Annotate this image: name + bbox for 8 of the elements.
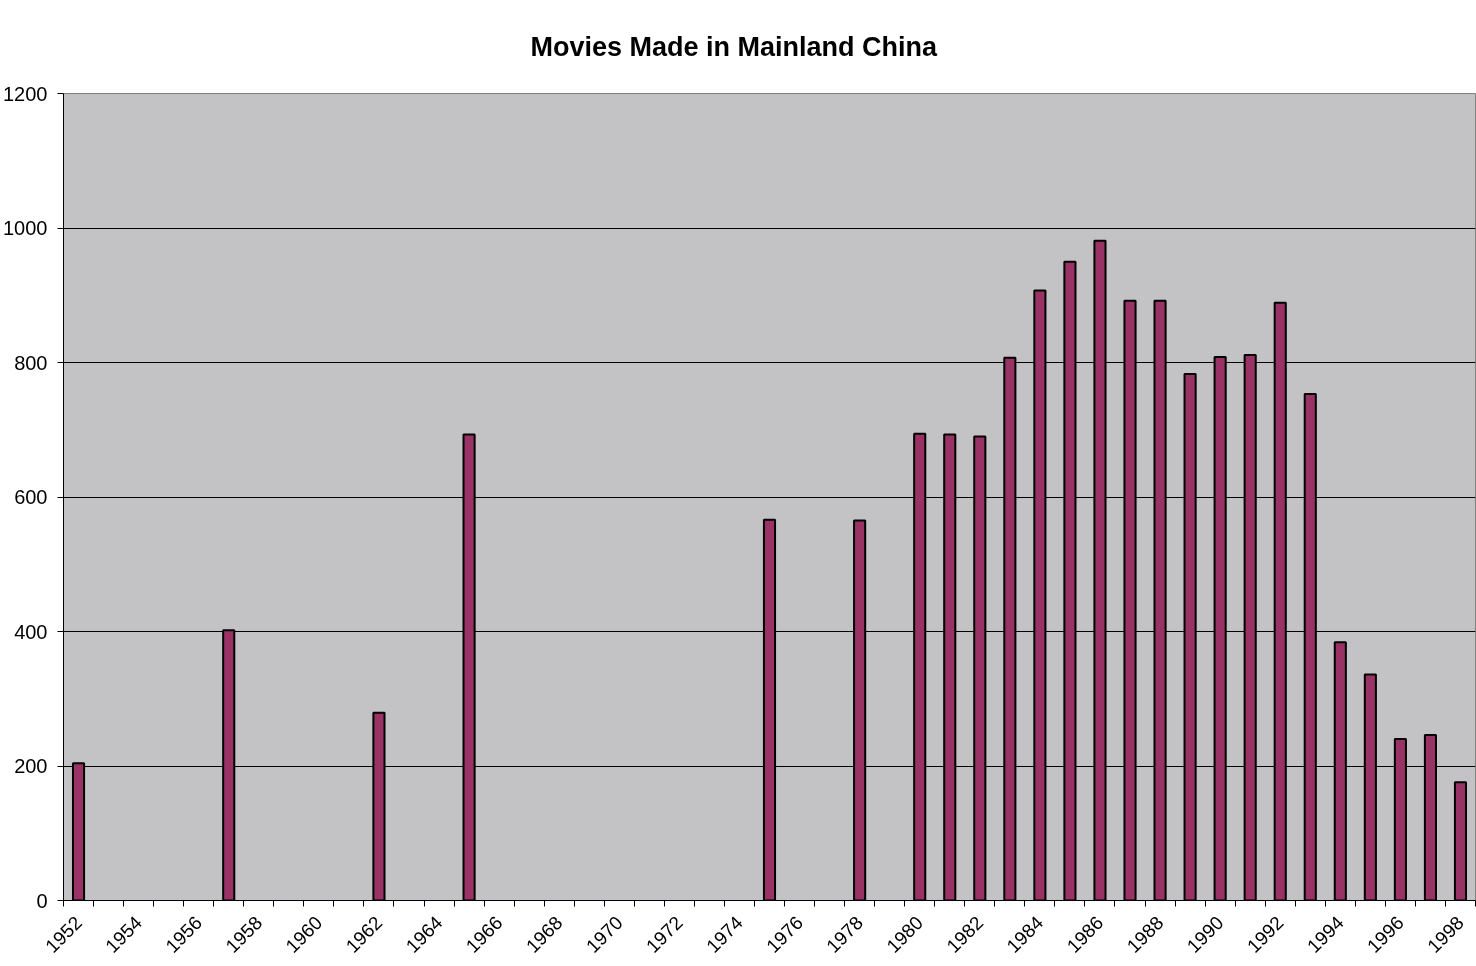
y-tick-label: 1000 — [3, 217, 48, 239]
chart-title: Movies Made in Mainland China — [530, 31, 939, 62]
y-tick-label: 800 — [14, 351, 48, 374]
y-tick-label: 600 — [14, 486, 48, 508]
y-tick-label: 200 — [14, 755, 48, 777]
y-tick-label: 1200 — [3, 82, 48, 105]
y-tick-label: 400 — [14, 620, 48, 643]
y-tick-label: 0 — [36, 889, 48, 912]
